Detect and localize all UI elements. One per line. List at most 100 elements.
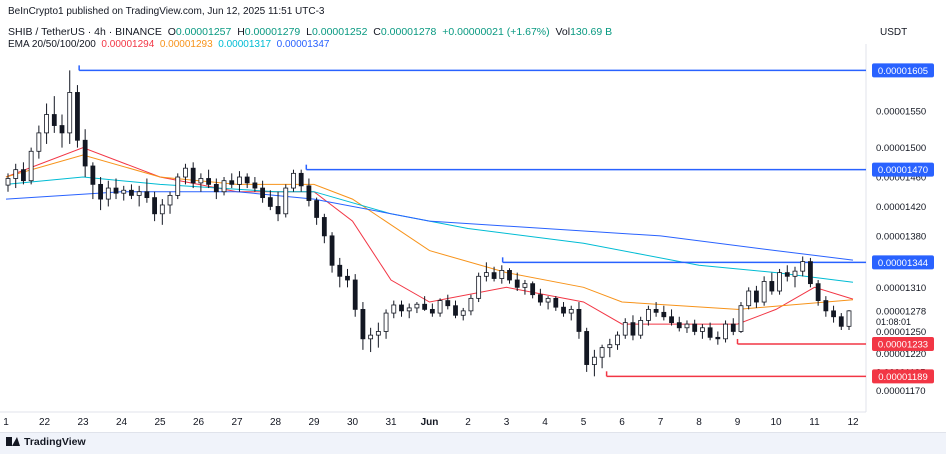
candle-body [599, 347, 605, 358]
level-badge [872, 63, 934, 78]
candle-body [198, 178, 204, 184]
open-label: O [167, 26, 176, 38]
candle-body [445, 300, 451, 307]
candle-body [291, 172, 296, 189]
candle-body [453, 305, 458, 316]
time-tick-label: 28 [270, 417, 282, 428]
candle-body [283, 187, 289, 215]
time-tick-label: 22 [39, 417, 51, 428]
candle-body [237, 176, 242, 185]
price-tick-label: 0.00001500 [876, 143, 926, 154]
candle-body [5, 178, 11, 186]
ema100-value: 0.00001317 [218, 39, 272, 50]
candle-body [337, 264, 343, 277]
candle-body [167, 195, 173, 206]
currency-label[interactable]: USDT [880, 27, 908, 38]
candle-body [67, 92, 73, 134]
time-tick-label: 31 [385, 417, 397, 428]
candle-body [21, 169, 26, 182]
candle-body [399, 304, 404, 312]
candle-body [437, 300, 443, 314]
candle-body [229, 180, 235, 185]
candle-body [723, 323, 728, 340]
time-tick-label: 9 [735, 417, 741, 428]
level-badges: 0.00001605 0.00001470 0.00001344 0.00001233… [872, 63, 934, 384]
candle-body [561, 306, 566, 314]
candle-body [553, 297, 559, 308]
level-badge [872, 162, 934, 177]
candle-body [792, 270, 798, 277]
candle-body [545, 297, 551, 303]
publisher-line: BeInCrypto1 published on TradingView.com… [8, 6, 325, 17]
time-tick-label: 2 [465, 417, 471, 428]
price-tick-label: 0.00001550 [876, 106, 926, 117]
candle-body [645, 308, 651, 321]
time-tick-label: 5 [581, 417, 587, 428]
candle-body [491, 272, 497, 279]
level-badge [872, 336, 934, 351]
tradingview-logo[interactable]: TradingView [6, 436, 86, 448]
candle-body [383, 312, 389, 332]
price-tick-label: 0.00001380 [876, 231, 926, 242]
time-tick-label: 3 [504, 417, 510, 428]
level-badge-label: 0.00001470 [878, 165, 928, 176]
candle-body [28, 150, 34, 182]
candle-body [483, 272, 489, 277]
price-tick-label: 0.00001170 [876, 386, 926, 397]
time-tick-label: 7 [658, 417, 664, 428]
candle-body [815, 283, 821, 301]
candle-body [669, 316, 674, 324]
ema20-value: 0.00001294 [101, 39, 155, 50]
ema200-value: 0.00001347 [276, 39, 330, 50]
candle-body [321, 217, 327, 237]
time-tick-label: Jun [421, 417, 439, 428]
candle-body [267, 197, 273, 207]
candle-body [468, 297, 474, 312]
candle-body [823, 300, 829, 312]
close-label: C [373, 26, 381, 38]
low-label: L [306, 26, 312, 38]
candle-body [591, 356, 597, 365]
candle-body [206, 178, 212, 185]
candle-body [352, 279, 358, 310]
symbol-name[interactable]: SHIB / TetherUS · 4h · BINANCE [8, 26, 162, 38]
candle-body [530, 283, 536, 296]
candle-body [607, 344, 613, 349]
ema-line [5, 191, 854, 261]
time-tick-label: 25 [154, 417, 166, 428]
candle-body [460, 310, 466, 316]
candle-body [314, 200, 320, 218]
candle-body [105, 187, 111, 200]
time-tick-label: 11 [809, 417, 820, 428]
candle-body [522, 283, 528, 288]
candle-body [136, 191, 142, 196]
open-value: 0.00001257 [175, 26, 232, 38]
candle-body [754, 290, 759, 303]
candle-body [769, 281, 775, 292]
candle-body [838, 316, 844, 327]
candle-body [615, 334, 620, 346]
low-value: 0.00001252 [311, 26, 368, 38]
price-chart[interactable]: 0.00001550 0.00001500 0.00001460 0.00001420… [0, 0, 946, 432]
candle-body [275, 206, 281, 215]
time-tick-label: 24 [116, 417, 128, 428]
ema-line [5, 147, 854, 325]
candle-body [144, 191, 150, 199]
candle-body [113, 187, 119, 194]
ema-label[interactable]: EMA 20/50/100/200 [8, 39, 96, 50]
level-badge-label: 0.00001189 [878, 372, 928, 383]
candle-body [51, 114, 57, 126]
time-tick-label: 26 [193, 417, 205, 428]
candle-body [700, 327, 705, 332]
close-value: 0.00001278 [380, 26, 437, 38]
candle-body [514, 279, 520, 288]
candle-body [746, 290, 752, 307]
candle-body [391, 304, 397, 314]
candle-body [183, 167, 188, 178]
level-badge [872, 369, 934, 384]
candle-body [730, 323, 736, 332]
candle-body [429, 308, 435, 314]
level-badge [872, 255, 934, 270]
price-tick-label: 0.00001278 [876, 306, 926, 317]
